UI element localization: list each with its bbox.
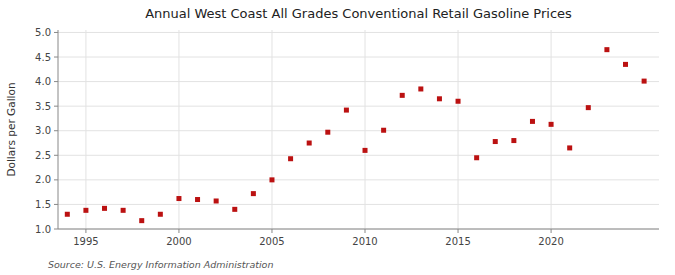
tick-mark xyxy=(54,155,58,156)
grid-line xyxy=(58,179,659,180)
tick-label: 2005 xyxy=(259,236,284,247)
point xyxy=(586,105,591,110)
grid-line xyxy=(551,30,552,229)
y-axis-label: Dollars per Gallon xyxy=(5,82,17,176)
tick-label: 3.0 xyxy=(35,125,51,136)
point xyxy=(158,212,163,217)
tick-label: 2010 xyxy=(352,236,377,247)
point xyxy=(418,86,423,91)
tick-label: 5.0 xyxy=(35,27,51,38)
point xyxy=(363,148,368,153)
source: Source: U.S. Energy Information Administ… xyxy=(48,259,273,270)
point xyxy=(195,197,200,202)
tick-mark xyxy=(85,229,86,233)
grid-line xyxy=(58,81,659,82)
chart: Annual West Coast All Grades Conventiona… xyxy=(0,0,675,275)
grid-line xyxy=(58,155,659,156)
tick-mark xyxy=(54,57,58,58)
point xyxy=(65,212,70,217)
axes: 1.0 1.5 2.0 2.5 3.0 3.5 4.0 4.5 5.0 1995 2000 2005 2… xyxy=(35,27,659,247)
tick-mark xyxy=(54,81,58,82)
x-axis-line xyxy=(58,229,659,230)
point xyxy=(83,208,88,213)
point xyxy=(176,196,181,201)
grid-line xyxy=(458,30,459,229)
grid-line xyxy=(58,204,659,205)
point xyxy=(474,155,479,160)
point xyxy=(214,198,219,203)
point xyxy=(530,119,535,124)
grid-line xyxy=(58,106,659,107)
grid-line xyxy=(271,30,272,229)
point xyxy=(400,93,405,98)
grid xyxy=(58,30,659,229)
point xyxy=(642,79,647,84)
point xyxy=(344,108,349,113)
point xyxy=(381,128,386,133)
grid-line xyxy=(58,130,659,131)
grid-line xyxy=(365,30,366,229)
point xyxy=(604,47,609,52)
tick-mark xyxy=(178,229,179,233)
point xyxy=(251,191,256,196)
tick-label: 4.0 xyxy=(35,76,51,87)
point xyxy=(121,208,126,213)
point xyxy=(269,177,274,182)
tick-label: 2000 xyxy=(166,236,191,247)
tick-mark xyxy=(54,179,58,180)
tick-label: 4.5 xyxy=(35,52,51,63)
point xyxy=(232,207,237,212)
tick-mark xyxy=(54,32,58,33)
point xyxy=(456,99,461,104)
point xyxy=(139,218,144,223)
tick-label: 2.5 xyxy=(35,150,51,161)
tick-mark xyxy=(365,229,366,233)
y-axis-line xyxy=(58,30,59,229)
tick-mark xyxy=(54,130,58,131)
tick-label: 3.5 xyxy=(35,101,51,112)
grid-line xyxy=(85,30,86,229)
tick-label: 1.0 xyxy=(35,224,51,235)
point xyxy=(567,145,572,150)
point xyxy=(437,96,442,101)
tick-mark xyxy=(54,106,58,107)
point xyxy=(307,141,312,146)
tick-mark xyxy=(271,229,272,233)
point xyxy=(102,206,107,211)
point xyxy=(493,139,498,144)
point xyxy=(288,156,293,161)
point xyxy=(549,122,554,127)
tick-label: 2020 xyxy=(538,236,563,247)
tick-label: 1995 xyxy=(73,236,98,247)
tick-mark xyxy=(458,229,459,233)
grid-line xyxy=(58,229,659,230)
tick-label: 2.0 xyxy=(35,174,51,185)
grid-line xyxy=(58,32,659,33)
grid-line xyxy=(58,57,659,58)
tick-label: 1.5 xyxy=(35,199,51,210)
point xyxy=(623,62,628,67)
tick-label: 2015 xyxy=(445,236,470,247)
tick-mark xyxy=(54,204,58,205)
points xyxy=(65,47,647,223)
point xyxy=(511,138,516,143)
tick-mark xyxy=(54,229,58,230)
title: Annual West Coast All Grades Conventiona… xyxy=(145,6,572,21)
point xyxy=(325,130,330,135)
tick-mark xyxy=(551,229,552,233)
